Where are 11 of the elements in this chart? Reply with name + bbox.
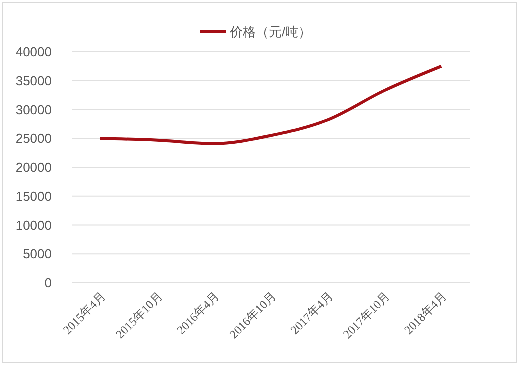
y-tick-label: 0 <box>44 276 52 291</box>
y-tick-label: 15000 <box>16 188 52 204</box>
y-tick-label: 10000 <box>16 218 52 233</box>
y-tick-label: 35000 <box>16 73 52 88</box>
y-tick-label: 30000 <box>16 102 52 118</box>
y-tick-label: 40000 <box>16 44 52 60</box>
y-tick-label: 20000 <box>16 160 52 176</box>
y-tick-label: 25000 <box>16 131 52 146</box>
legend-label: 价格（元/吨） <box>229 24 312 40</box>
y-tick-label: 5000 <box>23 246 52 262</box>
line-series <box>98 64 444 146</box>
